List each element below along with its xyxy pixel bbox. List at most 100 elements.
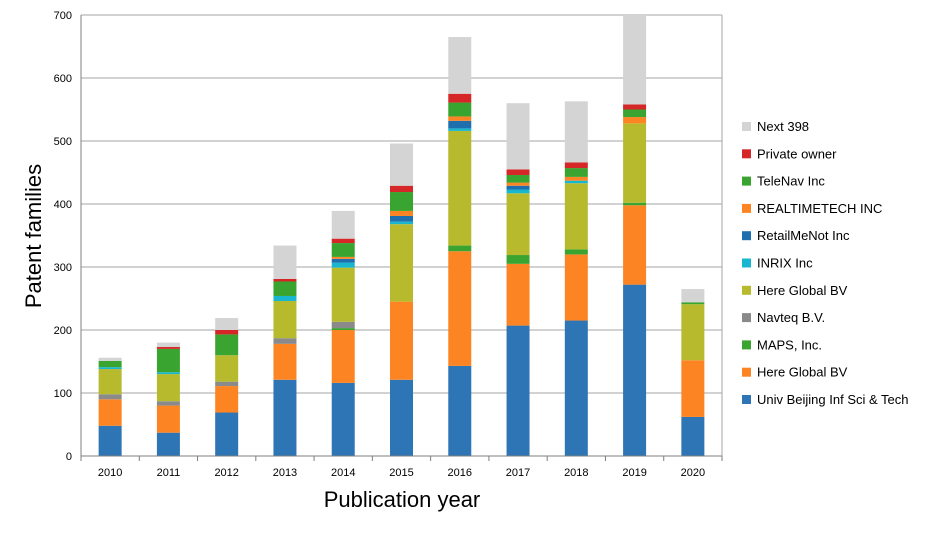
- bar-segment: RetailMeNot Inc 2015: 9: [390, 216, 413, 222]
- bar-stack-2011: Univ Beijing Inf Sci & Tech 2011: 37Here…: [157, 343, 180, 456]
- bar-stack-2012: Univ Beijing Inf Sci & Tech 2012: 69Here…: [215, 318, 238, 456]
- legend-swatch: [742, 177, 751, 186]
- bar-segment: Here Global BV 2018: 105: [565, 183, 588, 249]
- legend-label: RetailMeNot Inc: [757, 228, 850, 243]
- legend-item: Here Global BV: [742, 283, 848, 298]
- y-tick-label: 600: [54, 73, 72, 85]
- bar-segment: RetailMeNot Inc 2014: 6: [332, 259, 355, 263]
- bar-segment: Private owner 2014: 7: [332, 239, 355, 243]
- bar-segment: Here Global BV 2013: 57: [273, 344, 296, 380]
- bar-segment: TeleNav Inc 2011: 37: [157, 349, 180, 372]
- x-tick-label: 2013: [273, 467, 297, 479]
- bar-segment: INRIX Inc 2018: 4: [565, 181, 588, 184]
- bar-segment: Univ Beijing Inf Sci & Tech 2020: 62: [681, 417, 704, 456]
- bar-segment: Here Global BV 2012: 42: [215, 355, 238, 381]
- legend-item: REALTIMETECH INC: [742, 201, 882, 216]
- bar-segment: REALTIMETECH INC 2018: 6: [565, 177, 588, 181]
- bar-segment: Navteq B.V. 2010: 8: [99, 394, 122, 399]
- bar-segment: Univ Beijing Inf Sci & Tech 2019: 272: [623, 285, 646, 456]
- bar-segment: Navteq B.V. 2013: 9: [273, 338, 296, 344]
- bar-segment: TeleNav Inc 2018: 14: [565, 168, 588, 177]
- y-tick-label: 200: [54, 325, 72, 337]
- legend-item: MAPS, Inc.: [742, 337, 822, 352]
- legend-swatch: [742, 395, 751, 404]
- legend-item: Next 398: [742, 119, 809, 134]
- legend-swatch: [742, 149, 751, 158]
- bar-segment: Univ Beijing Inf Sci & Tech 2018: 215: [565, 321, 588, 456]
- bar-segment: Here Global BV 2015: 124: [390, 302, 413, 380]
- bar-segment: Next 398 2020: 21: [681, 289, 704, 302]
- x-tick-label: 2019: [622, 467, 646, 479]
- bar-segment: Next 398 2019: 142: [623, 15, 646, 104]
- x-tick-label: 2011: [157, 467, 181, 479]
- y-tick-label: 100: [54, 388, 72, 400]
- legend-label: Here Global BV: [757, 365, 848, 380]
- bar-segment: Univ Beijing Inf Sci & Tech 2011: 37: [157, 433, 180, 456]
- y-tick-label: 500: [54, 136, 72, 148]
- bar-segment: Private owner 2012: 7: [215, 330, 238, 334]
- bar-segment: Here Global BV 2010: 42: [99, 399, 122, 425]
- bar-segment: TeleNav Inc 2013: 23: [273, 281, 296, 295]
- bar-segment: Private owner 2017: 9: [507, 169, 530, 175]
- bar-segment: Next 398 2014: 44: [332, 211, 355, 239]
- x-tick-label: 2016: [448, 467, 472, 479]
- bar-segment: MAPS, Inc. 2014: 3: [332, 328, 355, 330]
- bar-segment: Private owner 2019: 8: [623, 104, 646, 109]
- bar-segment: Here Global BV 2011: 43: [157, 374, 180, 401]
- bar-segment: Univ Beijing Inf Sci & Tech 2016: 143: [448, 366, 471, 456]
- bar-segment: Univ Beijing Inf Sci & Tech 2013: 121: [273, 380, 296, 456]
- bar-segment: MAPS, Inc. 2016: 9: [448, 246, 471, 252]
- bar-segment: Here Global BV 2012: 42: [215, 386, 238, 412]
- bar-segment: REALTIMETECH INC 2014: 3: [332, 257, 355, 259]
- bar-segment: TeleNav Inc 2016: 22: [448, 103, 471, 117]
- bar-segment: TeleNav Inc 2017: 12: [507, 175, 530, 183]
- bars: Univ Beijing Inf Sci & Tech 2010: 48Here…: [99, 15, 705, 456]
- bar-segment: Here Global BV 2016: 182: [448, 251, 471, 366]
- bar-segment: MAPS, Inc. 2019: 4: [623, 203, 646, 206]
- bar-segment: MAPS, Inc. 2018: 8: [565, 249, 588, 254]
- y-tick-label: 300: [54, 262, 72, 274]
- bar-segment: Here Global BV 2019: 126: [623, 123, 646, 202]
- bar-segment: Univ Beijing Inf Sci & Tech 2014: 116: [332, 383, 355, 456]
- bar-segment: Here Global BV 2015: 123: [390, 224, 413, 301]
- x-tick-label: 2015: [389, 467, 413, 479]
- bar-segment: TeleNav Inc 2012: 33: [215, 334, 238, 355]
- bar-stack-2019: Univ Beijing Inf Sci & Tech 2019: 272 Her…: [623, 15, 646, 456]
- bar-segment: Here Global BV 2017: 98: [507, 193, 530, 255]
- legend-label: INRIX Inc: [757, 256, 813, 271]
- legend-item: Navteq B.V.: [742, 310, 825, 325]
- bar-segment: Here Global BV 2013: 59: [273, 301, 296, 338]
- bar-stack-2016: Univ Beijing Inf Sci & Tech 2016: 143Her…: [448, 37, 471, 456]
- legend-label: Here Global BV: [757, 283, 848, 298]
- bar-segment: Next 398 2018: 97: [565, 101, 588, 162]
- y-tick-label: 400: [54, 199, 72, 211]
- bar-segment: Navteq B.V. 2012: 7: [215, 382, 238, 386]
- bar-segment: Here Global BV 2020: 89: [681, 304, 704, 360]
- bar-segment: Private owner 2016: 14: [448, 94, 471, 103]
- bar-segment: Here Global BV 2011: 43: [157, 406, 180, 433]
- legend-label: REALTIMETECH INC: [757, 201, 882, 216]
- bar-segment: Private owner 2013: 4: [273, 279, 296, 282]
- bar-segment: Next 398 2012: 19: [215, 318, 238, 330]
- bar-segment: TeleNav Inc 2014: 22: [332, 243, 355, 257]
- legend-item: Univ Beijing Inf Sci & Tech: [742, 392, 909, 407]
- bar-segment: INRIX Inc 2011: 3: [157, 372, 180, 374]
- bar-segment: Here Global BV 2018: 105: [565, 254, 588, 320]
- legend-label: Next 398: [757, 119, 809, 134]
- bar-segment: Univ Beijing Inf Sci & Tech 2015: 121: [390, 380, 413, 456]
- bar-stack-2013: Univ Beijing Inf Sci & Tech 2013: 121Her…: [273, 246, 296, 456]
- legend-swatch: [742, 231, 751, 240]
- bar-segment: Navteq B.V. 2011: 7: [157, 401, 180, 405]
- legend-swatch: [742, 368, 751, 377]
- x-tick-label: 2012: [214, 467, 238, 479]
- legend-swatch: [742, 122, 751, 131]
- x-tick-label: 2014: [331, 467, 355, 479]
- legend-label: MAPS, Inc.: [757, 337, 822, 352]
- bar-segment: Navteq B.V. 2014: 10: [332, 322, 355, 328]
- legend-item: Here Global BV: [742, 365, 848, 380]
- bar-segment: REALTIMETECH INC 2015: 8: [390, 211, 413, 216]
- bar-segment: Next 398 2016: 90: [448, 37, 471, 94]
- x-tick-label: 2017: [506, 467, 530, 479]
- bar-segment: Here Global BV 2014: 86: [332, 268, 355, 322]
